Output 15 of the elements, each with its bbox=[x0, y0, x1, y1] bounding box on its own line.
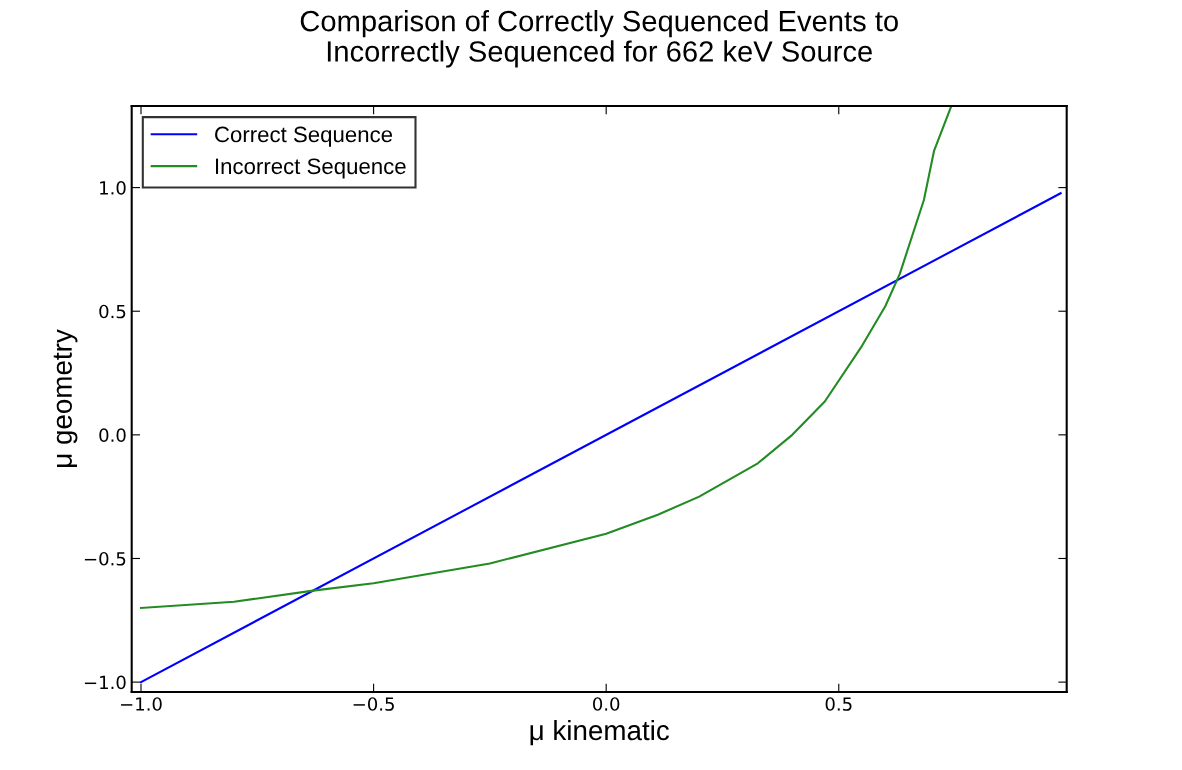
y-tick-label: −0.5 bbox=[84, 551, 126, 566]
x-tick-label: 0.0 bbox=[593, 697, 620, 711]
y-tick-label: 0.0 bbox=[99, 428, 126, 442]
legend-label: Correct Sequence bbox=[215, 126, 393, 147]
y-axis-title: μ geometry bbox=[53, 329, 78, 467]
x-axis-title: μ kinematic bbox=[530, 719, 669, 746]
chart-title: Comparison of Correctly Sequenced Events to Incorrectly Sequenced for 662 keV Source bbox=[300, 10, 898, 68]
x-tick-label: 0.5 bbox=[825, 697, 852, 711]
legend-label: Incorrect Sequence bbox=[215, 158, 406, 179]
y-tick-label: −1.0 bbox=[84, 675, 126, 690]
line-series bbox=[139, 106, 953, 609]
x-tick-label: −0.5 bbox=[353, 697, 394, 711]
y-tick-label: 0.5 bbox=[99, 304, 126, 319]
x-tick-label: −1.0 bbox=[120, 697, 162, 711]
y-tick-label: 1.0 bbox=[100, 181, 126, 195]
